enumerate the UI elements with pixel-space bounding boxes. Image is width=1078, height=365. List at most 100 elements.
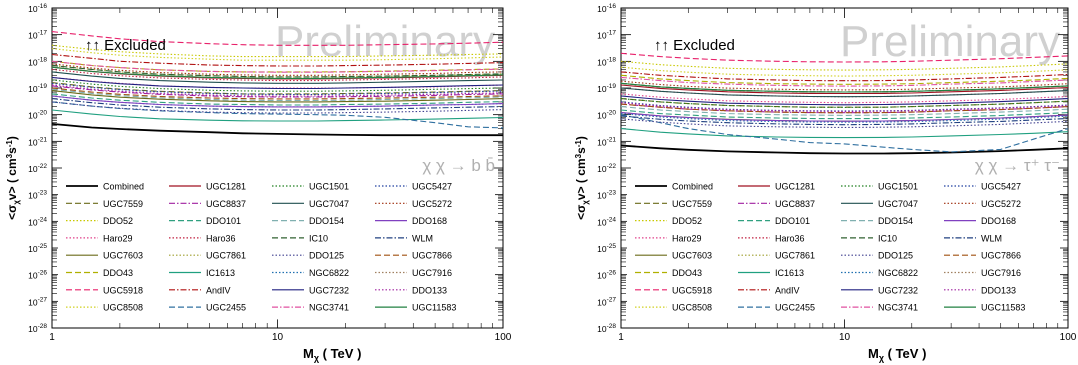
legend-label: DDO52 bbox=[103, 216, 133, 226]
legend-label: DDO101 bbox=[206, 216, 241, 226]
series-line-ugc8837 bbox=[51, 85, 504, 98]
y-tick-label: 10-16 bbox=[597, 3, 616, 14]
y-tick-label: 10-21 bbox=[28, 136, 47, 147]
x-axis-label: Mχ ( TeV ) bbox=[303, 346, 361, 363]
legend-label: Haro29 bbox=[672, 233, 702, 243]
left-panel-bb: Preliminary 10-28 10-27 10-26 10-25 10-24 10-2… bbox=[5, 3, 512, 363]
x-tick-label: 100 bbox=[1060, 332, 1077, 343]
x-tick-label: 10 bbox=[272, 332, 284, 343]
series-line-ugc5427 bbox=[620, 101, 1069, 112]
y-tick-label: 10-24 bbox=[597, 216, 616, 227]
legend-label: UGC5427 bbox=[981, 182, 1021, 192]
legend-label: DDO101 bbox=[775, 216, 810, 226]
series-line-ugc5272 bbox=[620, 80, 1069, 91]
y-tick-label: 10-22 bbox=[28, 163, 47, 174]
series-line-ddo101 bbox=[51, 93, 504, 106]
legend-label: UGC1281 bbox=[775, 182, 815, 192]
legend-label: DDO168 bbox=[412, 216, 447, 226]
series-line-ugc1501 bbox=[620, 98, 1069, 108]
legend-label: UGC7861 bbox=[206, 251, 246, 261]
legend-label: UGC8508 bbox=[103, 303, 143, 313]
legend-label: DDO43 bbox=[103, 268, 133, 278]
legend-label: Haro29 bbox=[103, 233, 133, 243]
y-tick-label: 10-16 bbox=[28, 3, 47, 14]
y-tick-label: 10-28 bbox=[597, 323, 616, 334]
series-line-ddo52 bbox=[620, 60, 1069, 71]
legend-label: UGC7866 bbox=[412, 251, 452, 261]
legend-label: UGC2455 bbox=[206, 303, 246, 313]
legend-label: Haro36 bbox=[206, 233, 236, 243]
legend-label: UGC7916 bbox=[981, 268, 1021, 278]
x-tick-label: 100 bbox=[495, 332, 512, 343]
legend-label: UGC5918 bbox=[672, 285, 712, 295]
y-tick-label: 10-18 bbox=[28, 56, 47, 67]
legend-label: IC10 bbox=[309, 233, 328, 243]
legend-label: UGC7232 bbox=[309, 285, 349, 295]
legend-label: Combined bbox=[672, 182, 713, 192]
series-line-ngc6822 bbox=[620, 113, 1069, 123]
legend-label: UGC1281 bbox=[206, 182, 246, 192]
legend-label: UGC8508 bbox=[672, 303, 712, 313]
series-line-ddo101 bbox=[620, 109, 1069, 120]
legend-label: NGC6822 bbox=[309, 268, 349, 278]
y-tick-label: 10-25 bbox=[597, 243, 616, 254]
legend-label: UGC11583 bbox=[412, 303, 456, 313]
y-tick-label: 10-22 bbox=[597, 163, 616, 174]
legend-label: DDO133 bbox=[412, 285, 447, 295]
series-line-ugc11583 bbox=[51, 66, 504, 79]
right-panel-tautau: Preliminary 10-28 10-27 10-26 10-25 10-24 10-2… bbox=[574, 3, 1077, 363]
series-line-ugc7866 bbox=[51, 87, 504, 100]
series-line-combined bbox=[51, 123, 503, 137]
series-line-ddo125 bbox=[620, 118, 1069, 129]
legend-label: UGC5272 bbox=[981, 199, 1021, 209]
series-line-wlm bbox=[620, 115, 1069, 126]
series-line-ddo133 bbox=[620, 102, 1069, 113]
preliminary-watermark: Preliminary bbox=[275, 17, 495, 66]
legend-label: AndIV bbox=[206, 285, 231, 295]
x-tick-label: 1 bbox=[49, 332, 55, 343]
excluded-label: ↑↑ Excluded bbox=[654, 37, 735, 54]
legend-label: UGC7603 bbox=[672, 251, 712, 261]
series-line-ugc2455 bbox=[620, 114, 1069, 153]
legend-label: NGC6822 bbox=[878, 268, 918, 278]
legend-label: UGC8837 bbox=[775, 199, 815, 209]
x-tick-label: 1 bbox=[618, 332, 624, 343]
y-tick-label: 10-25 bbox=[28, 243, 47, 254]
legend-label: UGC5272 bbox=[412, 199, 452, 209]
legend-label: UGC7047 bbox=[878, 199, 918, 209]
legend-label: DDO43 bbox=[672, 268, 702, 278]
y-axis-label: <σχv> ( cm3s-1) bbox=[574, 136, 590, 220]
series-line-ugc5918 bbox=[51, 31, 504, 46]
series-line-ddo43 bbox=[620, 74, 1069, 85]
legend-label: IC1613 bbox=[775, 268, 804, 278]
legend-box bbox=[627, 177, 1060, 320]
y-tick-label: 10-26 bbox=[28, 270, 47, 281]
series-line-ugc7047 bbox=[620, 87, 1069, 98]
series-line-wlm bbox=[51, 98, 504, 111]
legend-label: DDO125 bbox=[878, 251, 913, 261]
series-line-ddo168 bbox=[51, 95, 504, 108]
legend-label: UGC7232 bbox=[878, 285, 918, 295]
y-tick-label: 10-17 bbox=[28, 30, 47, 41]
legend-label: DDO133 bbox=[981, 285, 1016, 295]
legend-label: UGC8837 bbox=[206, 199, 246, 209]
y-tick-label: 10-20 bbox=[28, 110, 47, 121]
series-line-ugc7866 bbox=[620, 103, 1069, 114]
y-tick-label: 10-19 bbox=[597, 83, 616, 94]
y-tick-label: 10-18 bbox=[597, 56, 616, 67]
series-line-ddo154 bbox=[51, 88, 504, 102]
legend-label: UGC7559 bbox=[103, 199, 143, 209]
y-tick-label: 10-17 bbox=[597, 30, 616, 41]
series-line-ngc3741 bbox=[620, 76, 1069, 87]
series-line-ugc7232 bbox=[620, 95, 1069, 106]
series-line-andiv bbox=[51, 53, 504, 67]
legend-label: UGC1501 bbox=[309, 182, 349, 192]
excluded-label: ↑↑ Excluded bbox=[85, 37, 166, 54]
y-tick-label: 10-19 bbox=[28, 83, 47, 94]
y-tick-label: 10-24 bbox=[28, 216, 47, 227]
legend-label: UGC11583 bbox=[981, 303, 1025, 313]
series-line-ugc5918 bbox=[620, 52, 1069, 63]
series-line-ddo168 bbox=[620, 112, 1069, 122]
x-axis-label: Mχ ( TeV ) bbox=[868, 346, 926, 363]
legend-label: UGC5918 bbox=[103, 285, 143, 295]
